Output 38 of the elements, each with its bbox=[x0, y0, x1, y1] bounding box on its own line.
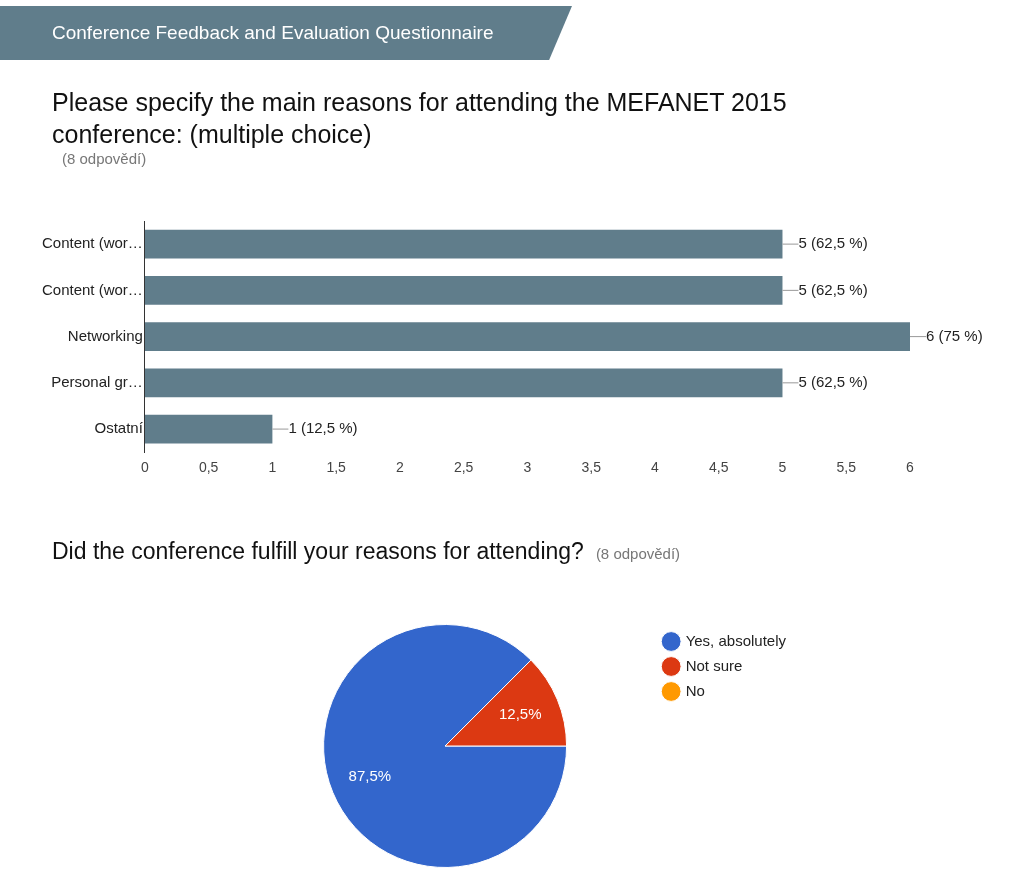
y-tick-label: Personal gr… bbox=[51, 372, 143, 390]
y-tick-label: Content (wor… bbox=[41, 280, 143, 298]
x-tick-label: 0,5 bbox=[198, 459, 219, 476]
text: Conference Feedback and Evaluation Questionnaire bbox=[0, 6, 572, 60]
x-tick-label: 2,5 bbox=[453, 459, 474, 476]
legend-label: Yes, absolutely bbox=[685, 631, 787, 649]
data-label: 5 (62,5 %) bbox=[798, 280, 868, 298]
data-label: 5 (62,5 %) bbox=[798, 234, 868, 252]
x-tick-label: 3 bbox=[523, 459, 532, 476]
x-tick-label: 2 bbox=[396, 459, 405, 476]
bar bbox=[144, 276, 783, 305]
y-tick-label: Ostatní bbox=[94, 419, 144, 437]
bar bbox=[144, 229, 783, 259]
x-tick-label: 0 bbox=[140, 459, 149, 476]
data-label: 12,5% bbox=[499, 704, 542, 722]
x-tick-label: 5 bbox=[778, 459, 787, 476]
data-label: 6 (75 %) bbox=[926, 326, 983, 344]
x-tick-label: 1,5 bbox=[326, 459, 347, 476]
data-label: 5 (62,5 %) bbox=[798, 372, 868, 390]
x-tick-label: 6 bbox=[906, 459, 915, 476]
x-tick-label: 4,5 bbox=[708, 459, 729, 476]
x-tick-label: 3,5 bbox=[581, 459, 602, 476]
y-tick-label: Networking bbox=[67, 326, 143, 344]
bar bbox=[144, 368, 783, 398]
bar bbox=[144, 322, 910, 351]
data-label: 87,5% bbox=[348, 767, 392, 785]
chart-subtitle: (8 odpovědí) bbox=[595, 545, 681, 562]
chart-subtitle: (8 odpovědí) bbox=[62, 150, 148, 167]
chart-title: Did the conference fulfill your reasons for attending? bbox=[52, 538, 584, 564]
x-tick-label: 1 bbox=[268, 459, 277, 476]
bar bbox=[144, 414, 273, 444]
chart-title: Please specify the main reasons for attending the MEFANET 2015 conference: (multiple choice) bbox=[52, 87, 788, 150]
legend-label: Not sure bbox=[685, 656, 743, 674]
x-tick-label: 4 bbox=[651, 459, 660, 476]
x-tick-label: 5,5 bbox=[836, 459, 857, 476]
y-tick-label: Content (wor… bbox=[41, 234, 143, 252]
legend-label: No bbox=[685, 681, 705, 699]
data-label: 1 (12,5 %) bbox=[288, 419, 358, 437]
